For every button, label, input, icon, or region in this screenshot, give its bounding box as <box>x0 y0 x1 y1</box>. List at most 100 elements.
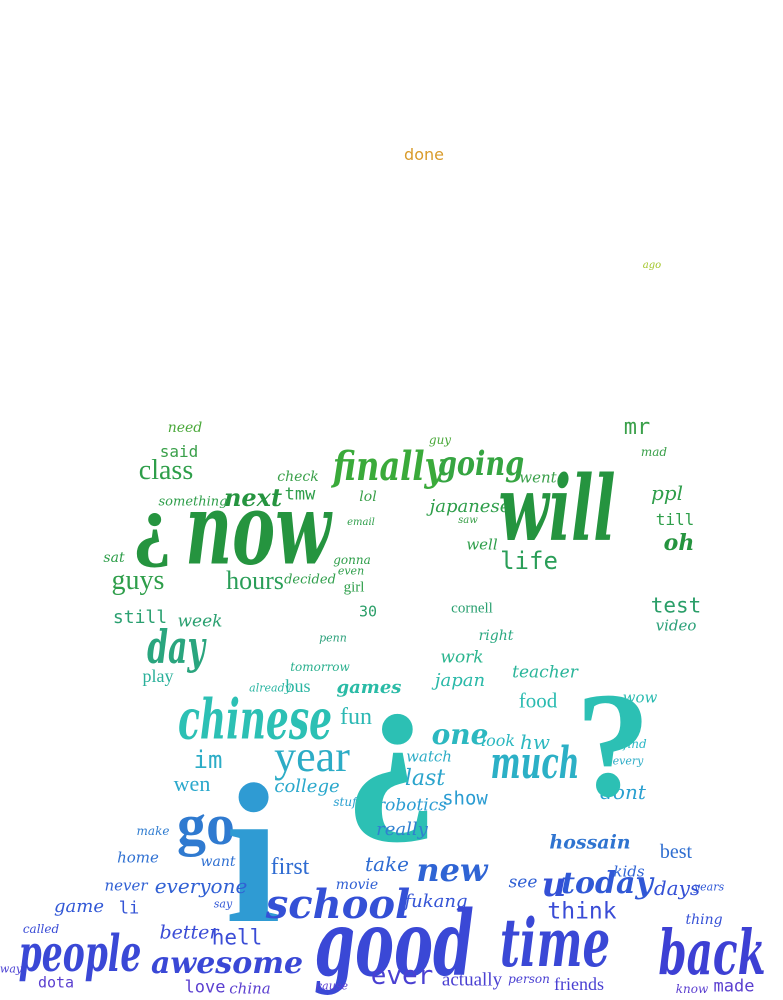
word-hossain: hossain <box>549 831 631 854</box>
word-now: now <box>185 471 331 588</box>
word-till: till <box>655 510 695 529</box>
word-ever: ever <box>370 961 434 991</box>
word-really: really <box>376 819 428 840</box>
word-person: person <box>508 972 550 986</box>
word-look: look <box>480 731 516 750</box>
word-day: day <box>147 620 205 675</box>
word-hours: hours <box>226 566 284 595</box>
word-fukang: fukang <box>404 891 468 912</box>
word-u: u <box>541 865 567 905</box>
inverted-question-glyph: ¿ <box>343 635 439 845</box>
word-week: week <box>177 611 223 632</box>
word-hell: hell <box>211 925 263 950</box>
word-kids: kids <box>613 862 645 881</box>
word-girl: girl <box>343 579 365 596</box>
word-something: something <box>158 494 228 510</box>
word-tmw: tmw <box>284 484 316 505</box>
word-dont: dont <box>600 780 646 804</box>
word-email: email <box>347 517 375 528</box>
word-thing: thing <box>685 912 723 928</box>
word-stuff: stuff <box>333 795 361 809</box>
word-cornell: cornell <box>451 600 493 617</box>
word-test: test <box>650 593 702 618</box>
word-robotics: robotics <box>377 795 447 816</box>
word-will: will <box>498 457 616 562</box>
word-best: best <box>659 841 693 863</box>
word-awesome: awesome <box>150 946 304 981</box>
word-well: well <box>466 535 498 554</box>
word-love: love <box>184 977 226 998</box>
big-letter-i-glyph: i <box>225 744 281 965</box>
word-think: think <box>547 898 617 925</box>
word-college: college <box>274 776 340 797</box>
word-year: year <box>274 732 350 781</box>
word-sat: sat <box>103 550 125 566</box>
word-im: im <box>193 746 223 774</box>
word-back: back <box>658 915 766 989</box>
word-li: li <box>118 898 140 919</box>
word-teacher: teacher <box>512 662 578 683</box>
word-guys: guys <box>111 565 165 596</box>
word-people: people <box>18 925 142 984</box>
word-show: show <box>442 787 488 810</box>
word-next: next <box>223 483 283 512</box>
word-work: work <box>440 647 484 668</box>
word-today: today <box>561 866 653 901</box>
word-wen: wen <box>173 771 211 796</box>
word-ago: ago <box>642 260 662 271</box>
word-one: one <box>431 718 489 751</box>
word-life: life <box>500 547 558 575</box>
word-friends: friends <box>554 974 604 994</box>
word-every: every <box>612 754 644 768</box>
word-want: want <box>200 854 236 870</box>
word-bus: bus <box>285 676 311 696</box>
word-said: said <box>159 442 199 461</box>
word-game: game <box>54 896 104 917</box>
word-made: made <box>713 976 755 997</box>
word-food: food <box>518 688 558 713</box>
word-hw: hw <box>520 730 550 754</box>
word-saw: saw <box>458 515 478 526</box>
word-wow: wow <box>622 688 658 707</box>
word-take: take <box>365 852 409 876</box>
word-games: games <box>336 677 402 698</box>
word-need: need <box>167 420 203 436</box>
word-mr: mr <box>623 415 651 440</box>
word-home: home <box>117 848 159 867</box>
word-know: know <box>675 982 709 996</box>
word-much: much <box>490 736 580 789</box>
word-called: called <box>22 922 60 936</box>
word-actually: actually <box>441 969 503 991</box>
word-penn: penn <box>319 631 347 645</box>
word-gonna: gonna <box>333 553 371 567</box>
word-lol: lol <box>359 489 377 505</box>
inverted-question-small-glyph: ¿ <box>132 481 172 569</box>
word-tomorrow: tomorrow <box>290 660 350 674</box>
word-still: still <box>112 607 168 628</box>
word-going: going <box>437 444 525 484</box>
word-fun: fun <box>340 704 372 730</box>
word-new: new <box>416 851 488 889</box>
word-class: class <box>138 455 194 486</box>
word-japan: japan <box>434 670 486 691</box>
word-chinese: chinese <box>177 687 333 753</box>
word-first: first <box>270 854 310 880</box>
word-decided: decided <box>284 572 336 588</box>
word-finally: finally <box>332 443 444 490</box>
word-years: years <box>693 880 725 894</box>
word-see: see <box>508 872 538 893</box>
word-30: 30 <box>358 602 378 621</box>
word-dota: dota <box>37 973 75 992</box>
word-say: say <box>213 897 233 911</box>
word-find: find <box>623 737 647 751</box>
word-oh: oh <box>663 530 695 556</box>
word-days: days <box>653 876 701 900</box>
word-went: went <box>519 468 557 487</box>
word-everyone: everyone <box>154 874 248 898</box>
word-check: check <box>277 469 319 485</box>
word-japanese: japanese <box>429 496 511 517</box>
word-go: go <box>177 792 235 857</box>
word-make: make <box>136 824 170 838</box>
word-right: right <box>478 628 514 644</box>
